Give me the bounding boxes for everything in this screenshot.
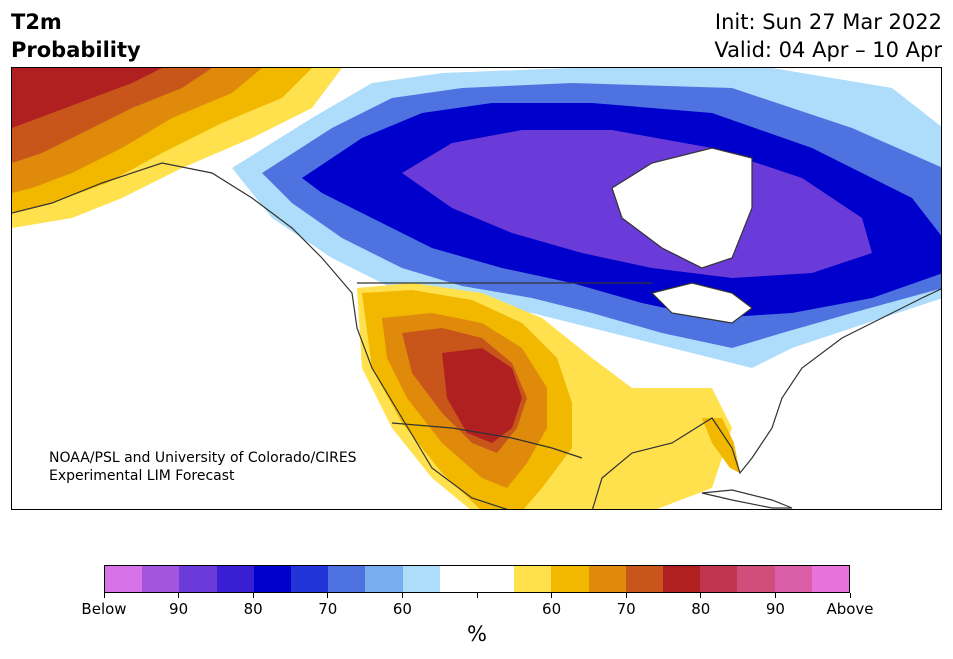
colorbar-segment bbox=[439, 566, 478, 592]
source-credit: NOAA/PSL and University of Colorado/CIRE… bbox=[49, 449, 357, 485]
colorbar-segment bbox=[514, 566, 552, 592]
north-america-coastline bbox=[12, 162, 941, 509]
credit-line-2: Experimental LIM Forecast bbox=[49, 468, 235, 484]
coastlines bbox=[12, 147, 941, 509]
great-lakes-outline bbox=[650, 282, 753, 324]
map-title-block: T2m Probability bbox=[11, 8, 141, 64]
product-name: Probability bbox=[11, 38, 141, 62]
colorbar-tick bbox=[476, 593, 478, 598]
hudson-bay-outline bbox=[611, 147, 753, 269]
date-block: Init: Sun 27 Mar 2022 Valid: 04 Apr – 10… bbox=[714, 8, 942, 64]
alaska-above-red bbox=[12, 68, 162, 128]
colorbar-tick-label: 90 bbox=[765, 600, 785, 618]
florida-above-gold bbox=[702, 418, 740, 473]
colorbar-tick-label: 80 bbox=[243, 600, 263, 618]
colorbar-tick bbox=[625, 593, 627, 598]
colorbar-tick bbox=[774, 593, 776, 598]
colorbar-tick bbox=[327, 593, 329, 598]
colorbar-segment bbox=[365, 566, 403, 592]
us-mexico-border bbox=[391, 422, 583, 459]
colorbar-segment bbox=[402, 566, 440, 592]
colorbar-tick-label: 60 bbox=[542, 600, 562, 618]
colorbar-segment bbox=[663, 566, 701, 592]
colorbar-segment bbox=[291, 566, 329, 592]
probability-map bbox=[12, 68, 941, 509]
colorbar-tick-label: 70 bbox=[318, 600, 338, 618]
colorbar bbox=[104, 565, 850, 593]
colorbar-tick bbox=[103, 593, 105, 598]
colorbar-segment bbox=[551, 566, 589, 592]
colorbar-segment bbox=[700, 566, 738, 592]
southwest-above-red bbox=[442, 348, 522, 443]
colorbar-segment bbox=[477, 566, 515, 592]
colorbar-tick-label: 90 bbox=[169, 600, 189, 618]
colorbar-segment bbox=[328, 566, 366, 592]
credit-line-1: NOAA/PSL and University of Colorado/CIRE… bbox=[49, 450, 357, 466]
colorbar-unit: % bbox=[467, 622, 487, 646]
colorbar-segment bbox=[253, 566, 292, 592]
map-panel bbox=[11, 67, 942, 510]
colorbar-segment bbox=[105, 566, 143, 592]
colorbar-segment bbox=[216, 566, 254, 592]
colorbar-tick bbox=[551, 593, 553, 598]
colorbar-segment bbox=[179, 566, 217, 592]
colorbar-segment bbox=[588, 566, 626, 592]
colorbar-segment bbox=[774, 566, 812, 592]
colorbar-tick bbox=[849, 593, 851, 598]
colorbar-segment bbox=[811, 566, 850, 592]
colorbar-tick-label: 60 bbox=[392, 600, 412, 618]
colorbar-tick bbox=[401, 593, 403, 598]
colorbar-tick-label: 80 bbox=[691, 600, 711, 618]
init-date: Init: Sun 27 Mar 2022 bbox=[714, 10, 942, 34]
colorbar-segment bbox=[625, 566, 664, 592]
cuba-outline bbox=[701, 489, 793, 509]
colorbar-segment bbox=[142, 566, 180, 592]
valid-range: Valid: 04 Apr – 10 Apr bbox=[714, 38, 942, 62]
colorbar-tick-label: Below bbox=[81, 600, 127, 618]
colorbar-tick-label: 70 bbox=[616, 600, 636, 618]
colorbar-tick bbox=[252, 593, 254, 598]
colorbar-tick bbox=[178, 593, 180, 598]
colorbar-tick bbox=[700, 593, 702, 598]
colorbar-segment bbox=[737, 566, 775, 592]
variable-name: T2m bbox=[11, 10, 62, 34]
colorbar-tick-label: Above bbox=[826, 600, 874, 618]
